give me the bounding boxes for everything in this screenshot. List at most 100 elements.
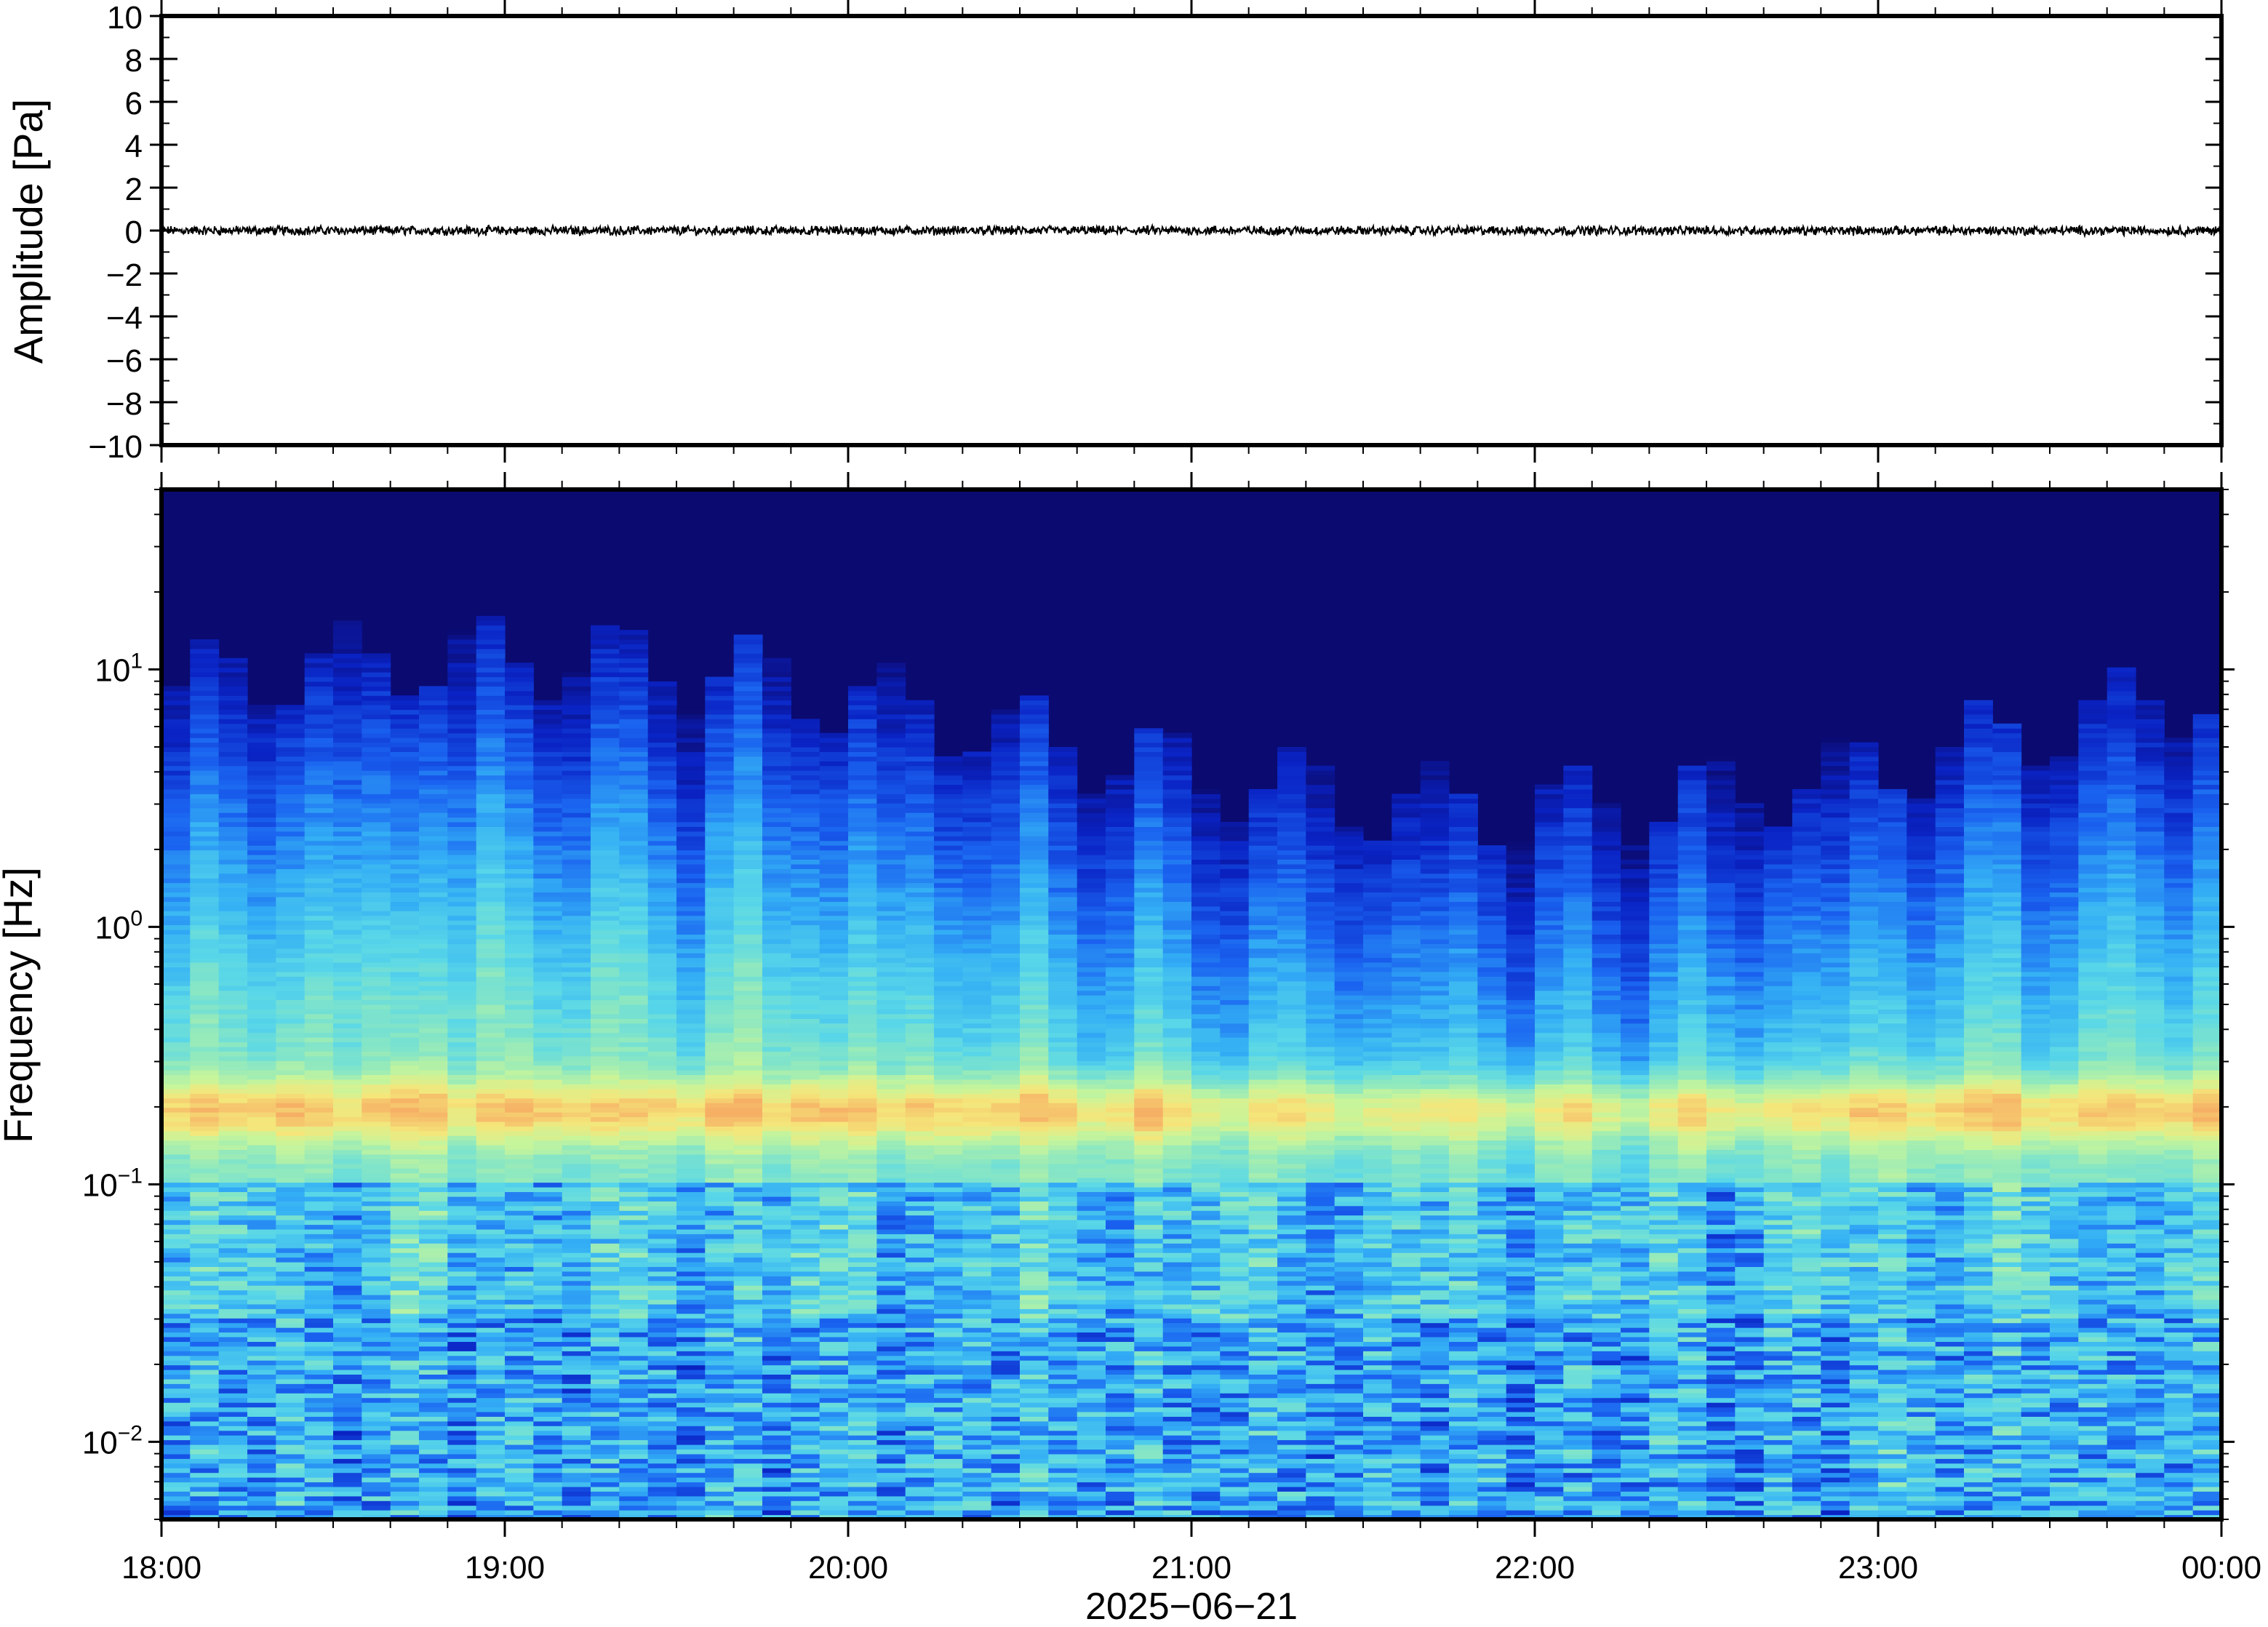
spectrogram-cell xyxy=(276,1444,305,1450)
spectrogram-cell xyxy=(161,1108,191,1113)
spectrogram-cell xyxy=(619,1332,648,1338)
spectrogram-cell xyxy=(190,677,219,682)
spectrogram-cell xyxy=(505,775,534,780)
spectrogram-cell xyxy=(447,1239,476,1244)
spectrogram-cell xyxy=(791,887,820,892)
spectrogram-cell xyxy=(190,948,219,954)
spectrogram-cell xyxy=(820,1140,849,1146)
spectrogram-cell xyxy=(676,1093,706,1098)
spectrogram-cell xyxy=(219,911,248,916)
spectrogram-cell xyxy=(734,958,763,963)
spectrogram-cell xyxy=(276,812,305,818)
spectrogram-cell xyxy=(877,911,906,916)
spectrogram-cell xyxy=(619,1187,648,1192)
spectrogram-cell xyxy=(447,751,476,756)
spectrogram-cell xyxy=(447,986,476,991)
spectrogram-cell xyxy=(705,1365,734,1370)
spectrogram-cell xyxy=(533,1435,562,1440)
spectrogram-cell xyxy=(190,1285,219,1290)
spectrogram-cell xyxy=(676,1000,706,1005)
spectrogram-cell xyxy=(190,1187,219,1192)
spectrogram-cell xyxy=(305,1360,334,1365)
spectrogram-cell xyxy=(877,793,906,799)
spectrogram-cell xyxy=(305,700,334,705)
spectrogram-cell xyxy=(190,1239,219,1244)
spectrogram-cell xyxy=(705,901,734,906)
spectrogram-cell xyxy=(762,672,791,677)
spectrogram-cell xyxy=(906,1435,935,1440)
spectrogram-cell xyxy=(476,1402,506,1407)
spectrogram-cell xyxy=(333,1131,362,1136)
spectrogram-cell xyxy=(505,1047,534,1052)
spectrogram-cell xyxy=(391,920,420,925)
spectrogram-cell xyxy=(877,850,906,855)
spectrogram-cell xyxy=(276,1229,305,1234)
spectrogram-cell xyxy=(476,1234,506,1239)
spectrogram-cell xyxy=(591,892,620,898)
spectrogram-cell xyxy=(362,1070,391,1075)
spectrogram-cell xyxy=(419,1262,448,1267)
spectrogram-cell xyxy=(619,1229,648,1234)
spectrogram-cell xyxy=(505,841,534,846)
spectrogram-cell xyxy=(820,1458,849,1463)
spectrogram-cell xyxy=(648,1258,677,1263)
spectrogram-cell xyxy=(676,1398,706,1403)
spectrogram-cell xyxy=(676,1383,706,1388)
spectrogram-cell xyxy=(190,1370,219,1375)
spectrogram-cell xyxy=(562,724,591,729)
spectrogram-cell xyxy=(619,1351,648,1356)
spectrogram-cell xyxy=(333,972,362,977)
spectrogram-cell xyxy=(505,1183,534,1188)
spectrogram-cell xyxy=(219,751,248,756)
spectrogram-cell xyxy=(505,1051,534,1056)
spectrogram-cell xyxy=(419,1421,448,1426)
spectrogram-cell xyxy=(562,714,591,719)
spectrogram-cell xyxy=(219,710,248,715)
spectrogram-cell xyxy=(877,1140,906,1146)
spectrogram-cell xyxy=(247,868,276,874)
spectrogram-cell xyxy=(676,1388,706,1394)
spectrogram-cell xyxy=(562,986,591,991)
spectrogram-cell xyxy=(562,958,591,963)
spectrogram-cell xyxy=(848,920,877,925)
spectrogram-cell xyxy=(648,864,677,869)
spectrogram-cell xyxy=(591,1337,620,1342)
spectrogram-cell xyxy=(305,845,334,850)
spectrogram-cell xyxy=(219,1351,248,1356)
spectrogram-cell xyxy=(848,770,877,775)
spectrogram-cell xyxy=(333,1009,362,1014)
spectrogram-cell xyxy=(877,1004,906,1010)
spectrogram-cell xyxy=(820,799,849,804)
amplitude-axis-label: Amplitude [Pa] xyxy=(5,99,51,364)
spectrogram-cell xyxy=(190,1304,219,1309)
spectrogram-cell xyxy=(305,1318,334,1323)
spectrogram-cell xyxy=(391,808,420,813)
spectrogram-cell xyxy=(219,920,248,925)
spectrogram-cell xyxy=(619,686,648,691)
spectrogram-cell xyxy=(276,1028,305,1033)
spectrogram-cell xyxy=(305,793,334,799)
spectrogram-cell xyxy=(705,822,734,827)
spectrogram-cell xyxy=(505,1089,534,1094)
spectrogram-cell xyxy=(705,845,734,850)
spectrogram-cell xyxy=(562,1028,591,1033)
spectrogram-cell xyxy=(333,1037,362,1042)
spectrogram-cell xyxy=(791,793,820,799)
spectrogram-cell xyxy=(791,789,820,794)
spectrogram-cell xyxy=(648,1117,677,1122)
spectrogram-cell xyxy=(276,1308,305,1314)
spectrogram-cell xyxy=(219,1318,248,1323)
spectrogram-cell xyxy=(305,733,334,738)
spectrogram-cell xyxy=(619,1066,648,1071)
spectrogram-cell xyxy=(247,1135,276,1140)
spectrogram-cell xyxy=(305,1070,334,1075)
spectrogram-cell xyxy=(161,766,191,771)
spectrogram-cell xyxy=(391,724,420,729)
spectrogram-cell xyxy=(219,1103,248,1108)
spectrogram-cell xyxy=(362,1323,391,1328)
spectrogram-cell xyxy=(161,850,191,855)
spectrogram-cell xyxy=(562,897,591,902)
spectrogram-cell xyxy=(877,1037,906,1042)
spectrogram-cell xyxy=(362,780,391,785)
amp-ytick-label: 2 xyxy=(125,172,143,207)
